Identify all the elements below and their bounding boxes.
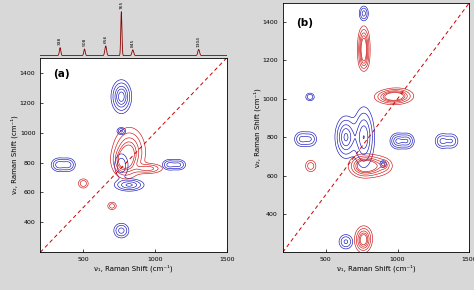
Text: 656: 656 <box>104 35 108 43</box>
Y-axis label: ν₂, Raman Shift (cm⁻¹): ν₂, Raman Shift (cm⁻¹) <box>11 116 18 194</box>
Text: 765: 765 <box>119 1 123 9</box>
X-axis label: ν₁, Raman Shift (cm⁻¹): ν₁, Raman Shift (cm⁻¹) <box>337 265 415 272</box>
Text: (b): (b) <box>296 18 313 28</box>
Text: 1304: 1304 <box>197 36 201 47</box>
Text: 845: 845 <box>131 39 135 47</box>
Text: 338: 338 <box>58 37 62 45</box>
X-axis label: ν₁, Raman Shift (cm⁻¹): ν₁, Raman Shift (cm⁻¹) <box>94 265 173 272</box>
Text: (a): (a) <box>54 69 70 79</box>
Text: 508: 508 <box>82 38 86 46</box>
Y-axis label: ν₂, Raman Shift (cm⁻¹): ν₂, Raman Shift (cm⁻¹) <box>254 88 261 167</box>
